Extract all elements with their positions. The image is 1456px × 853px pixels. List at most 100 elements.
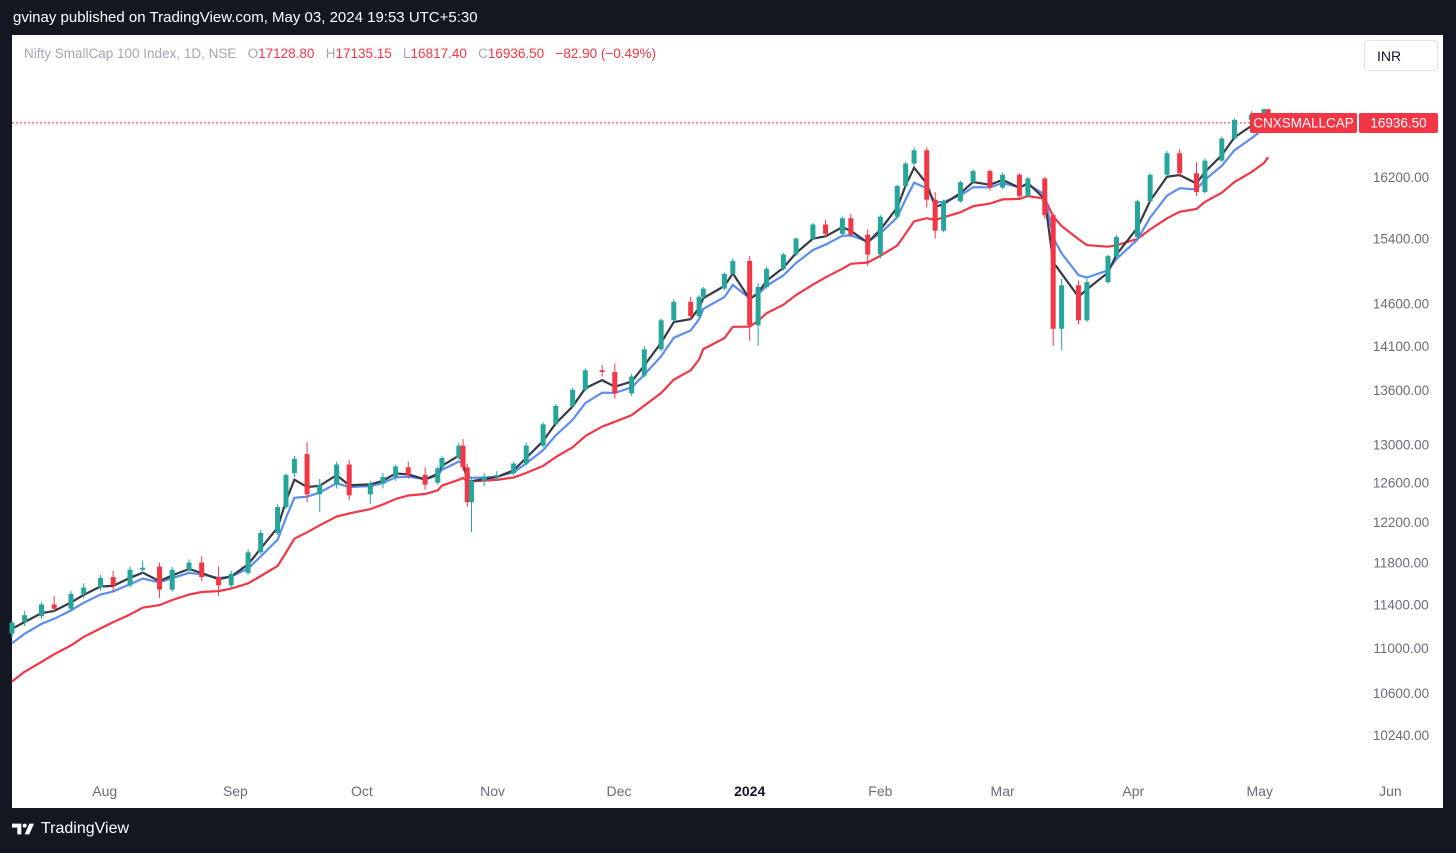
- candle-body: [1164, 153, 1170, 175]
- open-label: O: [247, 46, 259, 61]
- tradingview-logo-icon: [12, 823, 34, 835]
- y-tick-label: 12600.00: [1373, 476, 1429, 491]
- candle-body: [839, 218, 845, 234]
- candle-body: [51, 604, 57, 609]
- y-tick-label: 10240.00: [1373, 728, 1429, 743]
- ema-slow-line: [11, 156, 1270, 683]
- candle-body: [304, 454, 310, 495]
- candle-body: [1202, 160, 1208, 193]
- price-tag: CNXSMALLCAP 16936.50: [1250, 113, 1438, 133]
- candle-body: [700, 288, 706, 297]
- price-tag-ticker: CNXSMALLCAP: [1253, 116, 1354, 131]
- candle-body: [1177, 153, 1183, 174]
- candle-body: [1050, 215, 1056, 329]
- candle-body: [346, 464, 352, 496]
- candle-body: [1147, 174, 1153, 202]
- candle-body: [186, 562, 192, 570]
- candle-body: [970, 171, 976, 183]
- candle-body: [460, 445, 466, 468]
- candle-body: [245, 552, 251, 573]
- candle-body: [599, 370, 605, 373]
- candle-body: [1075, 285, 1081, 321]
- candle-body: [641, 349, 647, 376]
- tradingview-brand[interactable]: TradingView: [12, 820, 129, 838]
- x-tick-label: Oct: [351, 783, 373, 799]
- candle-body: [810, 224, 816, 239]
- candle-body: [570, 389, 576, 407]
- price-tag-value: 16936.50: [1370, 116, 1426, 131]
- y-tick-label: 14600.00: [1373, 296, 1429, 311]
- candle-body: [865, 234, 871, 255]
- candle-body: [258, 532, 264, 553]
- candle-body: [1134, 201, 1140, 238]
- candle-body: [334, 464, 340, 485]
- x-axis[interactable]: Aug Sep Oct Nov Dec 2024 Feb Mar Apr May Jun: [92, 783, 1401, 799]
- currency-button[interactable]: INR: [1364, 40, 1438, 71]
- bottom-bar: [0, 808, 1456, 853]
- low-value: 16817.40: [410, 46, 467, 61]
- candle-body: [932, 199, 938, 231]
- candle-body: [439, 457, 445, 468]
- candle-body: [216, 577, 222, 586]
- candle-body: [780, 254, 786, 269]
- candle-body: [764, 268, 770, 287]
- publish-bar: gvinay published on TradingView.com, May…: [0, 0, 1456, 35]
- candle-body: [612, 372, 618, 394]
- candle-body: [1194, 173, 1200, 193]
- price-tag-ticker-bg: [1250, 113, 1357, 133]
- candle-body: [435, 468, 441, 483]
- candle-body: [747, 260, 753, 326]
- y-tick-label: 11000.00: [1373, 641, 1428, 656]
- y-tick-label: 11800.00: [1373, 556, 1428, 571]
- candle-body: [721, 273, 727, 289]
- candle-body: [924, 150, 930, 200]
- candle-body: [1025, 178, 1031, 196]
- y-axis[interactable]: 10240.00 10600.00 11000.00 11400.00 11800.00…: [1373, 170, 1429, 743]
- candle-body: [9, 622, 15, 634]
- candle-body: [903, 163, 909, 187]
- high-value: 17135.15: [335, 46, 392, 61]
- low-label: L: [403, 46, 411, 61]
- symbol-title[interactable]: Nifty SmallCap 100 Index, 1D, NSE: [24, 46, 237, 61]
- price-tag-value-bg: [1359, 113, 1438, 133]
- candle-body: [405, 467, 411, 476]
- candle-body: [523, 445, 529, 464]
- candle-body: [127, 569, 133, 586]
- y-tick-label: 11400.00: [1373, 597, 1428, 612]
- candle-body: [823, 224, 829, 234]
- publish-info: gvinay published on TradingView.com, May…: [13, 9, 478, 26]
- x-tick-label: Feb: [868, 783, 892, 799]
- candle-body: [553, 406, 559, 425]
- candle-body: [1261, 109, 1267, 115]
- candle-body: [393, 466, 399, 477]
- candle-body: [793, 238, 799, 255]
- candle-body: [582, 370, 588, 390]
- candle-body: [688, 301, 694, 317]
- y-tick-label: 10600.00: [1373, 686, 1429, 701]
- y-tick-label: 14100.00: [1373, 339, 1429, 354]
- candle-body: [380, 476, 386, 484]
- candle-body: [1105, 256, 1111, 283]
- candle-body: [275, 507, 281, 533]
- candle-body: [367, 483, 373, 495]
- candle-body: [283, 475, 289, 508]
- candle-body: [494, 475, 500, 477]
- x-tick-label: Dec: [607, 783, 632, 799]
- candle-body: [157, 566, 163, 590]
- ema-fast-line: [11, 116, 1269, 630]
- candle-body: [317, 484, 323, 495]
- candle-body: [422, 475, 428, 485]
- candle-body: [1219, 138, 1225, 161]
- candle-body: [941, 201, 947, 231]
- candle-body: [848, 218, 854, 235]
- candle-body: [68, 593, 74, 609]
- candle-body: [755, 286, 761, 326]
- candle-body: [39, 604, 45, 617]
- candle-body: [1059, 285, 1065, 329]
- x-tick-label: Mar: [991, 783, 1015, 799]
- candle-body: [169, 569, 175, 590]
- candle-body: [468, 480, 474, 503]
- y-tick-label: 13000.00: [1373, 438, 1429, 453]
- y-tick-label: 12200.00: [1373, 515, 1429, 530]
